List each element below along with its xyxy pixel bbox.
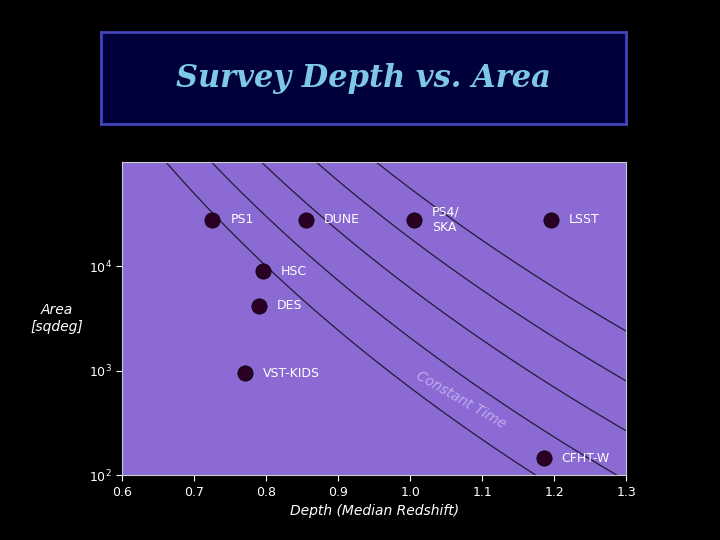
Text: Constant Time: Constant Time [413,368,508,431]
Text: HSC: HSC [281,265,307,278]
X-axis label: Depth (Median Redshift): Depth (Median Redshift) [290,504,459,518]
Text: CFHT-W: CFHT-W [562,452,610,465]
Text: LSST: LSST [569,213,600,226]
Text: Survey Depth vs. Area: Survey Depth vs. Area [176,63,551,94]
Text: DES: DES [277,299,302,312]
Y-axis label: Area
[sqdeg]: Area [sqdeg] [30,303,84,334]
Text: DUNE: DUNE [324,213,360,226]
Text: PS4/
SKA: PS4/ SKA [432,206,459,234]
Text: VST-KIDS: VST-KIDS [263,367,320,380]
Text: PS1: PS1 [230,213,253,226]
